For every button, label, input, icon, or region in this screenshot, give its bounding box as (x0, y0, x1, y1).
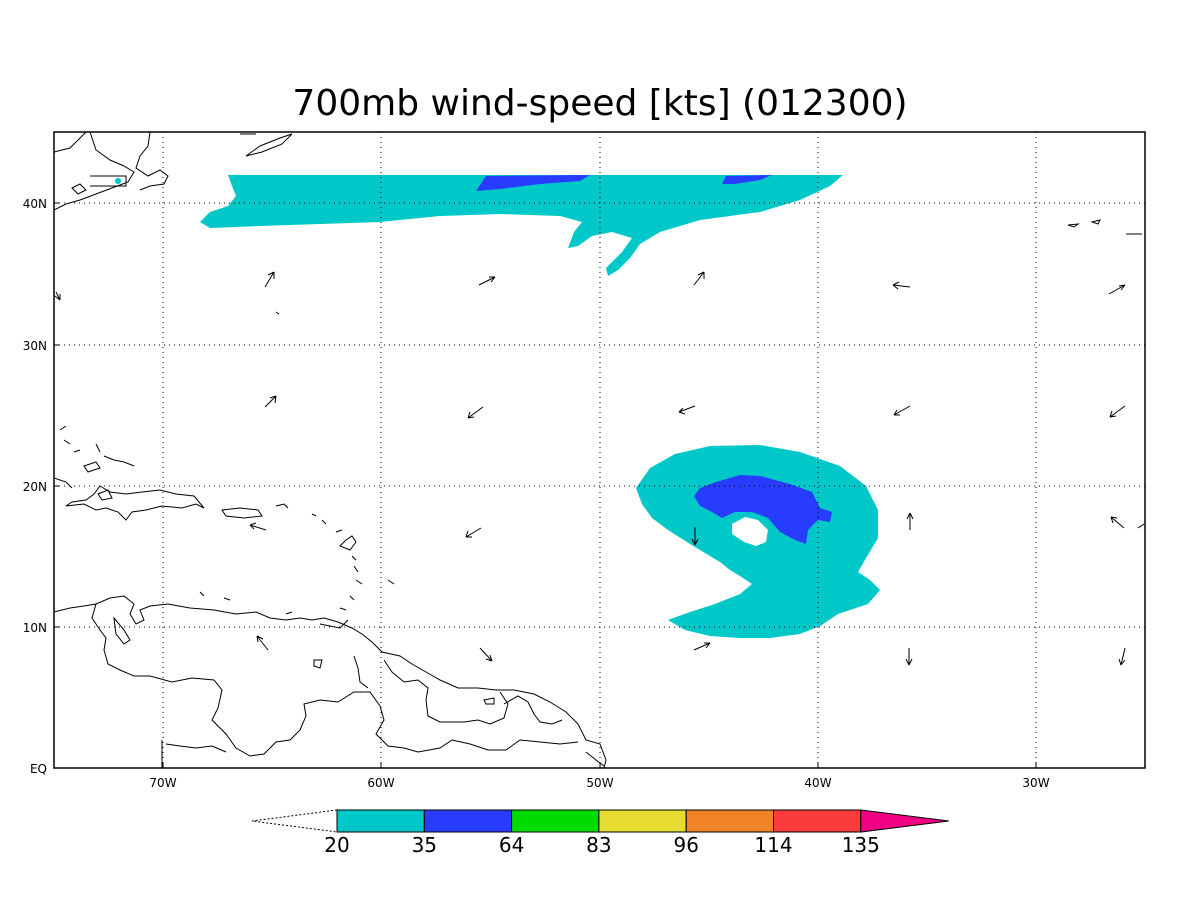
colorbar-level-label: 114 (754, 833, 792, 857)
colorbar-high-triangle (860, 809, 949, 833)
colorbar-level-label: 135 (842, 833, 880, 857)
colorbar-low-triangle (251, 809, 338, 833)
wind-shade-cyclone-blue (694, 475, 832, 544)
colorbar-level-label: 83 (586, 833, 611, 857)
wind-arrow (1118, 647, 1126, 666)
lon-tick-label: 60W (367, 776, 394, 790)
wind-arrow (693, 271, 705, 286)
wind-shade-north-band (200, 175, 843, 276)
lat-tick-label: 20N (23, 480, 47, 494)
wind-arrow (465, 527, 482, 538)
colorbar-level-label: 96 (673, 833, 698, 857)
wind-arrow (249, 522, 267, 531)
wind-shade-cyclone-hole (732, 517, 768, 546)
lat-tick-label: 40N (23, 197, 47, 211)
wind-arrow (264, 271, 275, 288)
wind-arrow (478, 276, 496, 286)
colorbar-segment (773, 809, 862, 833)
colorbar-level-label: 64 (499, 833, 524, 857)
axis-ticks (54, 202, 1037, 768)
wind-arrow (693, 642, 711, 651)
wind-arrow (479, 647, 493, 662)
wind-arrow (256, 635, 269, 651)
wind-arrow (1108, 284, 1126, 295)
lat-tick-label: 30N (23, 339, 47, 353)
lon-tick-label: 50W (586, 776, 613, 790)
wind-shade-ny-dot (115, 178, 121, 184)
lon-tick-label: 70W (149, 776, 176, 790)
wind-arrow (1110, 516, 1125, 529)
colorbar: 20 35 64 83 96 114 135 (251, 809, 949, 857)
coastlines (54, 132, 1145, 768)
lon-tick-label: 40W (804, 776, 831, 790)
lat-tick-label: EQ (30, 762, 47, 776)
map-title: 700mb wind-speed [kts] (012300) (292, 83, 907, 124)
wind-arrow (678, 405, 696, 415)
colorbar-segment (336, 809, 425, 833)
wind-shade-north-blue-1 (476, 175, 590, 191)
colorbar-segment (685, 809, 775, 833)
wind-arrow (905, 648, 913, 666)
wind-shade-north-blue-2 (722, 175, 772, 184)
wind-arrow (906, 512, 914, 530)
wind-vectors (54, 271, 1126, 666)
wind-arrow (691, 527, 699, 546)
wind-arrow (893, 405, 911, 416)
wind-arrow (54, 291, 61, 301)
wind-arrow (892, 281, 911, 290)
lat-tick-label: 10N (23, 621, 47, 635)
lon-tick-label: 30W (1022, 776, 1049, 790)
grid-lines (54, 132, 1145, 768)
colorbar-segment (511, 809, 600, 833)
colorbar-segment (423, 809, 513, 833)
plot-area (54, 132, 1145, 768)
colorbar-level-label: 20 (324, 833, 349, 857)
wind-arrow (1109, 405, 1126, 418)
colorbar-segment (598, 809, 687, 833)
wind-arrow (264, 395, 277, 408)
wind-arrow (467, 406, 484, 419)
colorbar-level-label: 35 (412, 833, 437, 857)
